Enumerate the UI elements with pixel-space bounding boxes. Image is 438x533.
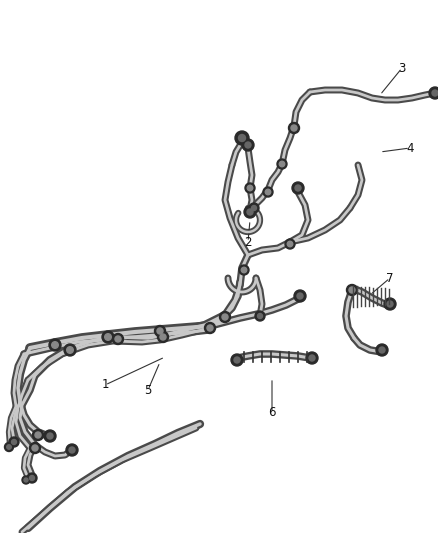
Circle shape xyxy=(241,267,247,273)
Circle shape xyxy=(285,239,295,249)
Circle shape xyxy=(242,139,254,151)
Circle shape xyxy=(7,445,11,449)
Text: 6: 6 xyxy=(268,407,276,419)
Circle shape xyxy=(429,87,438,99)
Circle shape xyxy=(234,357,240,363)
Circle shape xyxy=(155,326,166,336)
Circle shape xyxy=(22,476,30,484)
Circle shape xyxy=(432,90,438,96)
Circle shape xyxy=(249,203,259,213)
Circle shape xyxy=(4,442,14,451)
Circle shape xyxy=(247,185,253,191)
Circle shape xyxy=(376,344,388,356)
Circle shape xyxy=(239,134,246,141)
Circle shape xyxy=(64,344,76,356)
Circle shape xyxy=(289,123,300,133)
Circle shape xyxy=(277,159,287,169)
Circle shape xyxy=(158,332,169,343)
Circle shape xyxy=(258,313,262,319)
Circle shape xyxy=(66,444,78,456)
Circle shape xyxy=(69,447,75,453)
Circle shape xyxy=(244,206,256,218)
Circle shape xyxy=(387,301,393,307)
Circle shape xyxy=(115,336,121,342)
Circle shape xyxy=(113,334,124,344)
Circle shape xyxy=(379,347,385,353)
Circle shape xyxy=(102,331,114,343)
Circle shape xyxy=(67,346,73,353)
Circle shape xyxy=(160,334,166,340)
Circle shape xyxy=(255,311,265,321)
Text: 5: 5 xyxy=(144,384,152,397)
Circle shape xyxy=(291,125,297,131)
Circle shape xyxy=(105,334,111,340)
Circle shape xyxy=(157,328,163,334)
Circle shape xyxy=(295,185,301,191)
Circle shape xyxy=(32,430,43,440)
Circle shape xyxy=(294,290,306,302)
Circle shape xyxy=(247,209,253,215)
Circle shape xyxy=(263,187,273,197)
Circle shape xyxy=(205,322,215,334)
Circle shape xyxy=(306,352,318,364)
Circle shape xyxy=(231,354,243,366)
Circle shape xyxy=(265,189,271,195)
Circle shape xyxy=(32,445,38,451)
Circle shape xyxy=(349,287,355,293)
Circle shape xyxy=(35,432,41,438)
Circle shape xyxy=(49,339,61,351)
Circle shape xyxy=(27,473,37,483)
Circle shape xyxy=(29,442,40,454)
Text: 7: 7 xyxy=(386,271,394,285)
Text: 2: 2 xyxy=(244,236,252,248)
Circle shape xyxy=(47,433,53,439)
Circle shape xyxy=(222,314,228,320)
Circle shape xyxy=(9,437,19,447)
Text: 4: 4 xyxy=(406,141,414,155)
Circle shape xyxy=(29,475,35,481)
Circle shape xyxy=(52,342,58,348)
Circle shape xyxy=(245,183,255,193)
Circle shape xyxy=(287,241,293,247)
Circle shape xyxy=(207,325,213,331)
Circle shape xyxy=(245,142,251,148)
Circle shape xyxy=(279,161,285,167)
Circle shape xyxy=(44,430,56,442)
Text: 1: 1 xyxy=(101,378,109,392)
Circle shape xyxy=(219,311,230,322)
Circle shape xyxy=(11,440,17,445)
Circle shape xyxy=(309,355,315,361)
Circle shape xyxy=(239,265,249,275)
Circle shape xyxy=(346,285,357,295)
Circle shape xyxy=(24,478,28,482)
Circle shape xyxy=(384,298,396,310)
Circle shape xyxy=(235,131,249,145)
Circle shape xyxy=(297,293,303,299)
Text: 3: 3 xyxy=(398,61,406,75)
Circle shape xyxy=(292,182,304,194)
Circle shape xyxy=(251,206,257,211)
